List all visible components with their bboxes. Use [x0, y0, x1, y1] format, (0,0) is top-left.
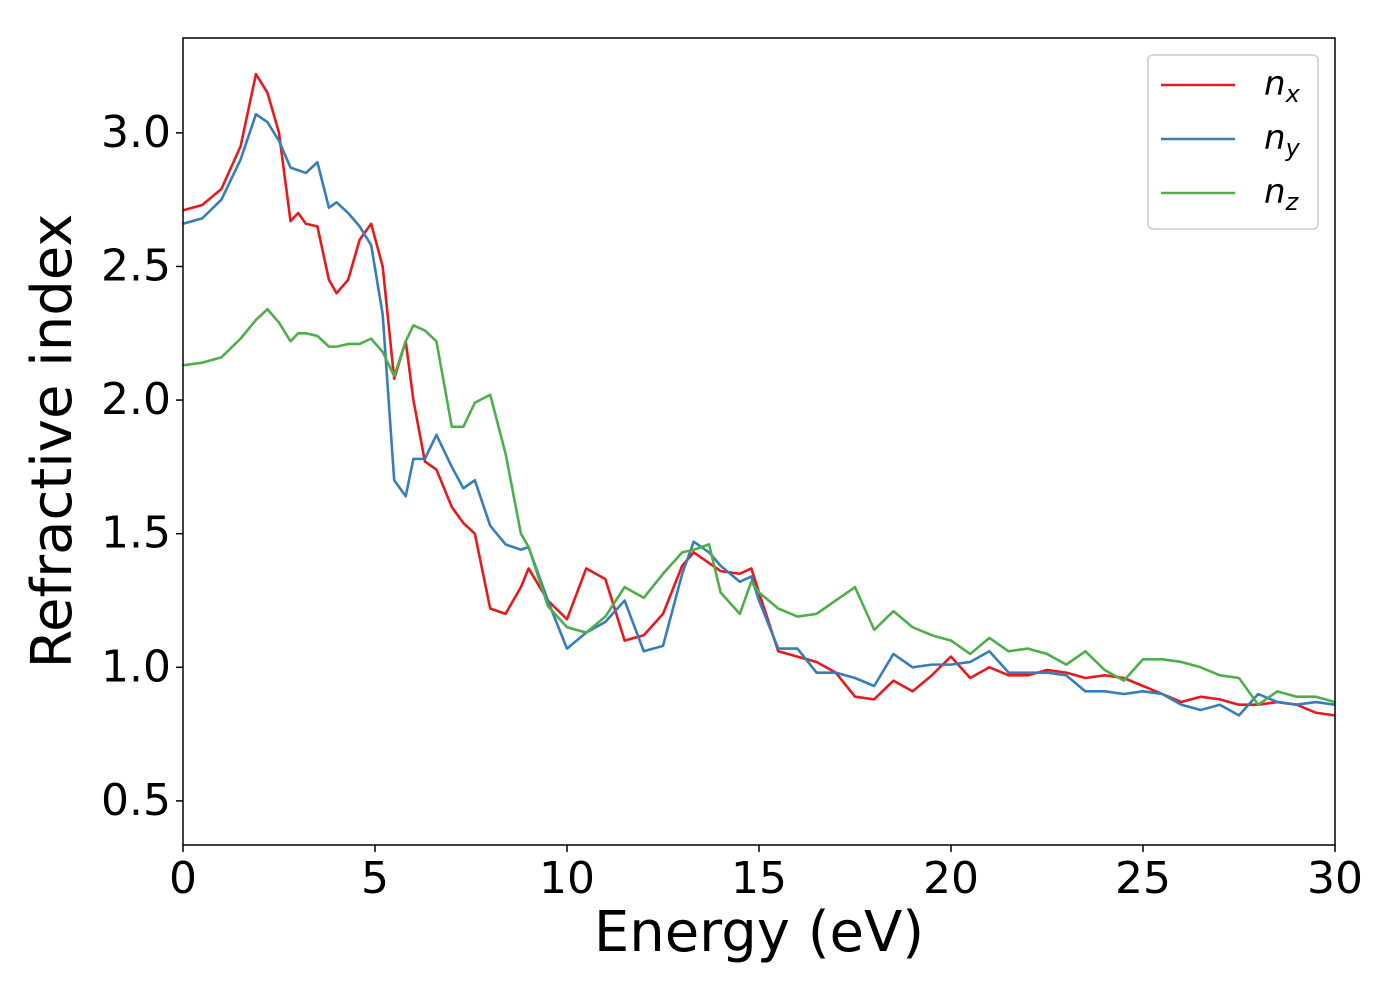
x-axis-label: Energy (eV)	[594, 900, 924, 965]
y-tick-label: 3.0	[101, 107, 171, 158]
y-axis-label: Refractive index	[20, 214, 85, 669]
plot-frame	[182, 37, 1336, 846]
legend-box	[1147, 54, 1319, 230]
y-tick-label: 1.0	[101, 641, 171, 692]
y-tick-label: 0.5	[101, 775, 171, 826]
x-tick-label: 25	[1115, 853, 1171, 904]
legend-label: nx	[1264, 64, 1301, 109]
line-series	[183, 112, 1335, 717]
x-tick-label: 20	[923, 853, 979, 904]
x-tick-label: 10	[539, 853, 595, 904]
line-series	[183, 307, 1335, 707]
y-tick-label: 2.5	[101, 240, 171, 291]
x-tick-label: 30	[1307, 853, 1363, 904]
x-tick-label: 15	[731, 853, 787, 904]
y-tick-label: 1.5	[101, 508, 171, 559]
x-tick-label: 5	[361, 853, 389, 904]
legend-label: ny	[1264, 118, 1301, 163]
line-series	[183, 72, 1335, 717]
x-tick-label: 0	[169, 853, 197, 904]
y-tick-label: 2.0	[101, 374, 171, 425]
legend-label: nz	[1264, 172, 1300, 217]
